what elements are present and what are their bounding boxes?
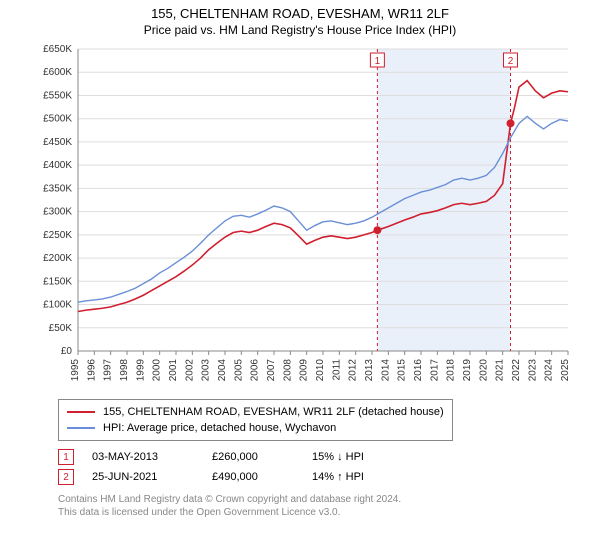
svg-text:£650K: £650K (43, 44, 72, 55)
svg-text:2013: 2013 (364, 359, 375, 382)
svg-text:2000: 2000 (152, 359, 163, 382)
svg-text:£450K: £450K (43, 137, 72, 148)
legend-item: 155, CHELTENHAM ROAD, EVESHAM, WR11 2LF … (67, 404, 444, 420)
svg-text:2008: 2008 (282, 359, 293, 382)
svg-text:2006: 2006 (250, 359, 261, 382)
page-title: 155, CHELTENHAM ROAD, EVESHAM, WR11 2LF (0, 0, 600, 21)
legend-label: HPI: Average price, detached house, Wych… (103, 422, 336, 434)
event-number: 1 (63, 452, 69, 463)
svg-text:1997: 1997 (103, 359, 114, 382)
page-subtitle: Price paid vs. HM Land Registry's House … (0, 21, 600, 43)
event-price: £260,000 (212, 451, 312, 463)
svg-text:£0: £0 (61, 346, 73, 357)
svg-text:£350K: £350K (43, 183, 72, 194)
event-row: 2 25-JUN-2021 £490,000 14% ↑ HPI (58, 467, 580, 487)
event-date: 03-MAY-2013 (92, 451, 212, 463)
svg-text:£100K: £100K (43, 300, 72, 311)
svg-text:1999: 1999 (135, 359, 146, 382)
footer: Contains HM Land Registry data © Crown c… (58, 493, 580, 519)
legend: 155, CHELTENHAM ROAD, EVESHAM, WR11 2LF … (58, 399, 453, 441)
price-chart: £0 £50K £100K £150K £200K £250K £300K £350K £400… (20, 43, 580, 393)
event-price: £490,000 (212, 471, 312, 483)
event-delta: 14% ↑ HPI (312, 471, 412, 483)
svg-text:2016: 2016 (413, 359, 424, 382)
legend-swatch-price (67, 411, 95, 413)
svg-text:2015: 2015 (397, 359, 408, 382)
svg-text:2018: 2018 (446, 359, 457, 382)
svg-text:2010: 2010 (315, 359, 326, 382)
svg-text:£50K: £50K (49, 323, 73, 334)
svg-text:2002: 2002 (184, 359, 195, 382)
legend-label: 155, CHELTENHAM ROAD, EVESHAM, WR11 2LF … (103, 406, 444, 418)
svg-text:2021: 2021 (495, 359, 506, 382)
svg-text:2024: 2024 (544, 359, 555, 382)
event-row: 1 03-MAY-2013 £260,000 15% ↓ HPI (58, 447, 580, 467)
svg-text:£300K: £300K (43, 207, 72, 218)
svg-text:2022: 2022 (511, 359, 522, 382)
legend-item: HPI: Average price, detached house, Wych… (67, 420, 444, 436)
svg-text:£150K: £150K (43, 276, 72, 287)
svg-text:2009: 2009 (299, 359, 310, 382)
footer-line: Contains HM Land Registry data © Crown c… (58, 493, 580, 506)
event-date: 25-JUN-2021 (92, 471, 212, 483)
svg-text:£500K: £500K (43, 114, 72, 125)
svg-text:2007: 2007 (266, 359, 277, 382)
svg-text:£400K: £400K (43, 160, 72, 171)
event-marker-2: 2 (58, 469, 74, 485)
svg-text:£550K: £550K (43, 90, 72, 101)
svg-text:1998: 1998 (119, 359, 130, 382)
svg-text:1996: 1996 (86, 359, 97, 382)
svg-text:2020: 2020 (478, 359, 489, 382)
footer-line: This data is licensed under the Open Gov… (58, 506, 580, 519)
svg-text:2025: 2025 (560, 359, 571, 382)
svg-text:2011: 2011 (331, 359, 342, 381)
svg-text:1995: 1995 (70, 359, 81, 382)
svg-text:2012: 2012 (348, 359, 359, 382)
svg-text:2005: 2005 (233, 359, 244, 382)
legend-swatch-hpi (67, 427, 95, 429)
svg-text:1: 1 (375, 56, 381, 67)
svg-text:2001: 2001 (168, 359, 179, 382)
svg-text:£600K: £600K (43, 67, 72, 78)
svg-text:£200K: £200K (43, 253, 72, 264)
event-marker-1: 1 (58, 449, 74, 465)
svg-text:£250K: £250K (43, 230, 72, 241)
event-delta: 15% ↓ HPI (312, 451, 412, 463)
events-table: 1 03-MAY-2013 £260,000 15% ↓ HPI 2 25-JU… (58, 447, 580, 487)
svg-text:2023: 2023 (527, 359, 538, 382)
svg-text:2003: 2003 (201, 359, 212, 382)
svg-text:2019: 2019 (462, 359, 473, 382)
svg-text:2014: 2014 (380, 359, 391, 382)
svg-text:2004: 2004 (217, 359, 228, 382)
svg-text:2: 2 (508, 56, 514, 67)
event-number: 2 (63, 472, 69, 483)
svg-text:2017: 2017 (429, 359, 440, 382)
